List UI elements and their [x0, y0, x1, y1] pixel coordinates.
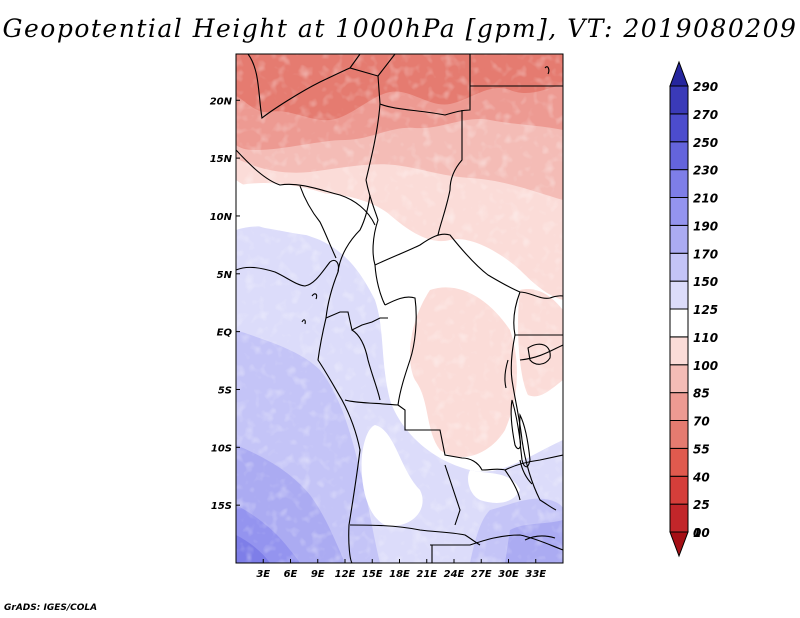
colorbar-swatch: [669, 85, 689, 115]
colorbar-label: 85: [693, 387, 710, 401]
lat-tick-label: 15S: [211, 501, 232, 512]
latitude-axis: 20N 15N 10N 5N EQ 5S 10S 15S: [210, 96, 240, 512]
colorbar-label: 110: [693, 331, 718, 345]
longitude-axis: 3E 6E 9E 12E 15E 18E 21E 24E 27E 30E 33E: [256, 559, 546, 580]
lon-tick-label: 15E: [362, 569, 383, 580]
colorbar-label: 10: [693, 526, 710, 540]
lon-tick-label: 27E: [471, 569, 492, 580]
lon-tick-label: 18E: [389, 569, 410, 580]
colorbar-label: 210: [693, 192, 718, 206]
lon-tick-label: 6E: [284, 569, 298, 580]
lon-tick-label: 33E: [525, 569, 546, 580]
colorbar-swatch: [669, 113, 689, 143]
colorbar-label: 290: [693, 80, 718, 94]
lon-tick-label: 3E: [256, 569, 270, 580]
lat-tick-label: 15N: [210, 154, 233, 165]
colorbar-swatch: [669, 531, 689, 558]
colorbar-label: 125: [693, 303, 718, 317]
lat-tick-label: 10N: [210, 212, 233, 223]
colorbar-swatch: [669, 224, 689, 254]
colorbar-swatch: [669, 197, 689, 226]
grads-credit: GrADS: IGES/COLA: [4, 603, 98, 613]
colorbar-swatch: [669, 364, 689, 394]
colorbar-swatch: [669, 503, 689, 533]
lat-tick-label: 5N: [217, 270, 233, 281]
colorbar-swatch: [669, 308, 689, 338]
colorbar-swatch: [669, 420, 689, 449]
colorbar-swatch: [669, 141, 689, 171]
colorbar-label: 25: [693, 498, 710, 512]
plot-title: Geopotential Height at 1000hPa [gpm], VT…: [2, 14, 798, 43]
colorbar-swatch: [669, 447, 689, 477]
lat-tick-label: EQ: [217, 328, 233, 339]
colorbar-label: 100: [693, 359, 718, 373]
colorbar-label: 270: [693, 108, 718, 122]
colorbar-swatch: [669, 60, 689, 87]
colorbar-swatch: [669, 392, 689, 421]
colorbar-label: 230: [693, 164, 718, 178]
colorbar-swatch: [669, 475, 689, 505]
colorbar-label: 0: [693, 526, 701, 540]
country-borders: [236, 54, 563, 563]
height-field: [236, 54, 563, 563]
colorbar-label: 190: [693, 219, 718, 233]
colorbar-swatch: [669, 280, 689, 310]
colorbar-label: 250: [693, 136, 718, 150]
colorbar-label: 40: [692, 470, 710, 484]
lon-tick-label: 30E: [498, 569, 519, 580]
colorbar-swatch: [669, 252, 689, 282]
lon-tick-label: 9E: [311, 569, 325, 580]
lat-tick-label: 5S: [218, 385, 232, 396]
lon-tick-label: 24E: [444, 569, 465, 580]
colorbar-label: 55: [693, 442, 710, 456]
colorbar: 010 25 40 55 70 85 100 110 125 150 170 190 210 230 250…: [669, 60, 718, 558]
colorbar-swatch: [669, 169, 689, 198]
lon-tick-label: 12E: [335, 569, 356, 580]
colorbar-label: 150: [693, 275, 718, 289]
lat-tick-label: 20N: [210, 96, 233, 107]
lon-tick-label: 21E: [416, 569, 437, 580]
colorbar-swatch: [669, 336, 689, 366]
colorbar-label: 70: [693, 415, 710, 429]
colorbar-label: 170: [693, 247, 718, 261]
lat-tick-label: 10S: [211, 443, 232, 454]
